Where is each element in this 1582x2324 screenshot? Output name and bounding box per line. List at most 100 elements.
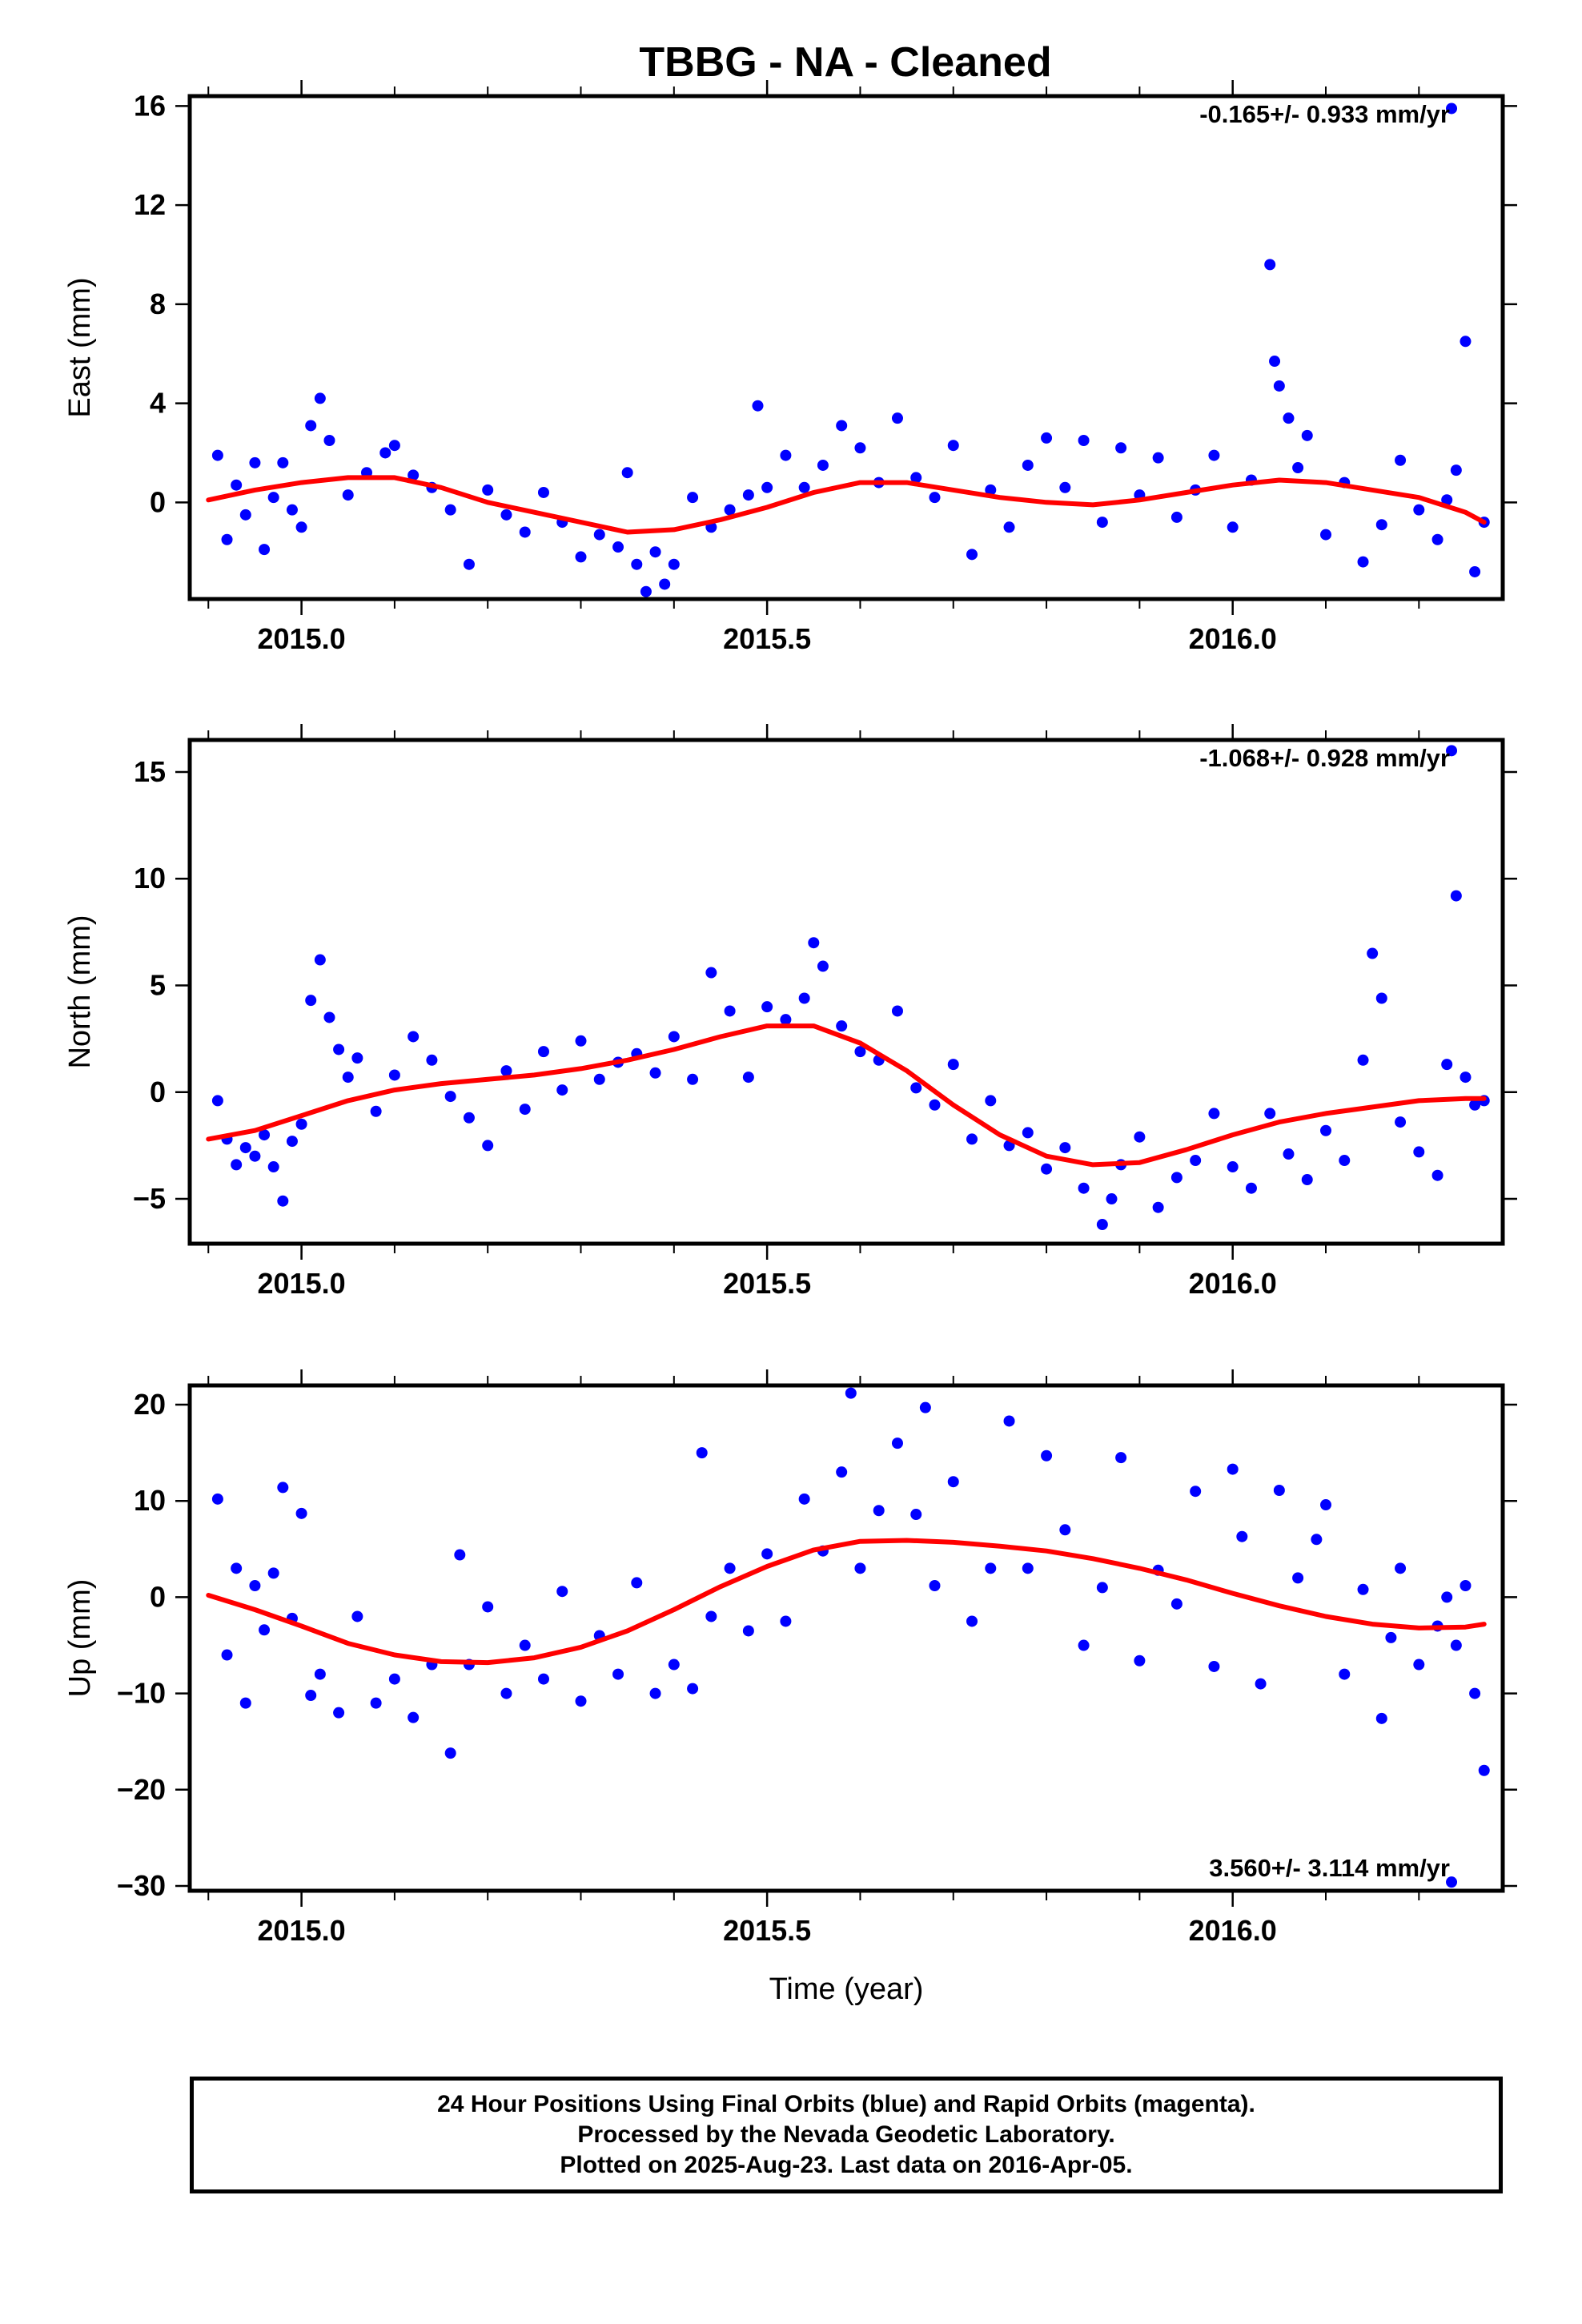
- data-point: [640, 585, 652, 597]
- data-point: [891, 1437, 903, 1449]
- y-tick-label: −10: [117, 1677, 166, 1710]
- data-point: [947, 1476, 959, 1488]
- data-point: [277, 1195, 289, 1207]
- data-point: [1245, 1182, 1257, 1194]
- data-point: [500, 1065, 512, 1077]
- data-point: [1096, 1582, 1108, 1594]
- data-point: [286, 1136, 298, 1148]
- data-point: [1041, 1449, 1053, 1462]
- data-point: [808, 937, 820, 949]
- data-point: [985, 484, 997, 496]
- data-point: [621, 467, 633, 479]
- data-point: [408, 1711, 420, 1723]
- data-point: [817, 960, 829, 972]
- footer-line-1: 24 Hour Positions Using Final Orbits (bl…: [437, 2091, 1255, 2117]
- panel-3: 2015.0 2015.5 2016.0 −30 −20 −10 0 10 20 Up (mm) T…: [63, 1369, 1517, 2006]
- data-point: [267, 1161, 279, 1173]
- data-point: [444, 1091, 456, 1103]
- data-point: [1292, 1572, 1304, 1584]
- data-point: [1096, 517, 1108, 529]
- data-point: [742, 1625, 754, 1637]
- data-point: [295, 1118, 307, 1130]
- data-point: [705, 1610, 717, 1622]
- data-point: [780, 1014, 792, 1026]
- data-point: [1395, 454, 1407, 466]
- data-point: [1022, 1562, 1034, 1574]
- data-point: [1320, 1499, 1332, 1511]
- data-point: [966, 549, 978, 561]
- data-point: [1269, 356, 1281, 368]
- data-point: [370, 1105, 382, 1117]
- data-point: [836, 1020, 848, 1032]
- y-tick-label: 4: [150, 387, 166, 420]
- data-point: [537, 1673, 549, 1685]
- data-point: [910, 1082, 922, 1094]
- data-point: [388, 1069, 400, 1081]
- data-point: [314, 392, 326, 404]
- data-point: [947, 440, 959, 452]
- data-point: [519, 526, 531, 538]
- data-point: [1255, 1678, 1267, 1690]
- data-point: [231, 479, 243, 491]
- data-point: [929, 492, 941, 504]
- data-point: [408, 1031, 420, 1043]
- data-point: [556, 1586, 568, 1598]
- data-point: [761, 1001, 773, 1013]
- data-point: [649, 1687, 661, 1699]
- y-tick-label: −5: [133, 1182, 166, 1215]
- data-point: [249, 1579, 261, 1591]
- data-point: [649, 546, 661, 558]
- y-axis-label: East (mm): [63, 277, 97, 417]
- data-point: [966, 1615, 978, 1627]
- y-tick-label: 15: [134, 755, 166, 788]
- data-point: [351, 1610, 363, 1622]
- data-point: [1134, 1655, 1146, 1667]
- velocity-rate-label: -1.068+/- 0.928 mm/yr: [1199, 744, 1450, 772]
- y-tick-label: −20: [117, 1773, 166, 1806]
- data-point: [1170, 1598, 1182, 1610]
- panel-1: 2015.0 2015.5 2016.0 0 4 8 12 16 East (mm) -0.165…: [63, 80, 1517, 655]
- chart-title: TBBG - NA - Cleaned: [639, 39, 1051, 86]
- data-point: [1460, 1579, 1472, 1591]
- data-point: [259, 544, 271, 556]
- data-point: [1236, 1530, 1248, 1542]
- data-point: [659, 578, 671, 590]
- data-point: [891, 1005, 903, 1017]
- data-point: [687, 1073, 699, 1085]
- y-tick-label: 10: [134, 1484, 166, 1517]
- y-tick-label: 12: [134, 188, 166, 221]
- data-point: [1469, 1099, 1481, 1111]
- data-point: [1273, 380, 1285, 392]
- data-point: [259, 1129, 271, 1141]
- y-tick-label: 5: [150, 969, 166, 1002]
- data-point: [1190, 1155, 1202, 1167]
- data-point: [724, 504, 736, 516]
- data-point: [1385, 1631, 1397, 1643]
- data-point: [985, 1562, 997, 1574]
- data-point: [1450, 1639, 1462, 1651]
- y-tick-label: 0: [150, 485, 166, 518]
- data-point: [1431, 1169, 1443, 1181]
- data-point: [444, 504, 456, 516]
- data-point: [277, 456, 289, 468]
- data-point: [267, 492, 279, 504]
- fit-curve: [206, 475, 1487, 535]
- data-point: [575, 1035, 587, 1047]
- data-point: [1115, 1452, 1127, 1464]
- y-tick-label: 0: [150, 1580, 166, 1613]
- data-point: [1339, 1155, 1351, 1167]
- plot-frame: [187, 94, 1505, 601]
- data-point: [231, 1159, 243, 1171]
- data-point: [1460, 1072, 1472, 1084]
- data-point: [259, 1624, 271, 1636]
- data-point: [1059, 1142, 1071, 1154]
- data-point: [537, 1046, 549, 1058]
- footer-line-2: Processed by the Nevada Geodetic Laborat…: [577, 2121, 1115, 2148]
- data-point: [1446, 1876, 1458, 1888]
- data-point: [463, 1112, 475, 1124]
- data-point: [482, 484, 494, 496]
- data-point: [668, 1031, 680, 1043]
- data-point: [724, 1005, 736, 1017]
- data-point: [836, 420, 848, 432]
